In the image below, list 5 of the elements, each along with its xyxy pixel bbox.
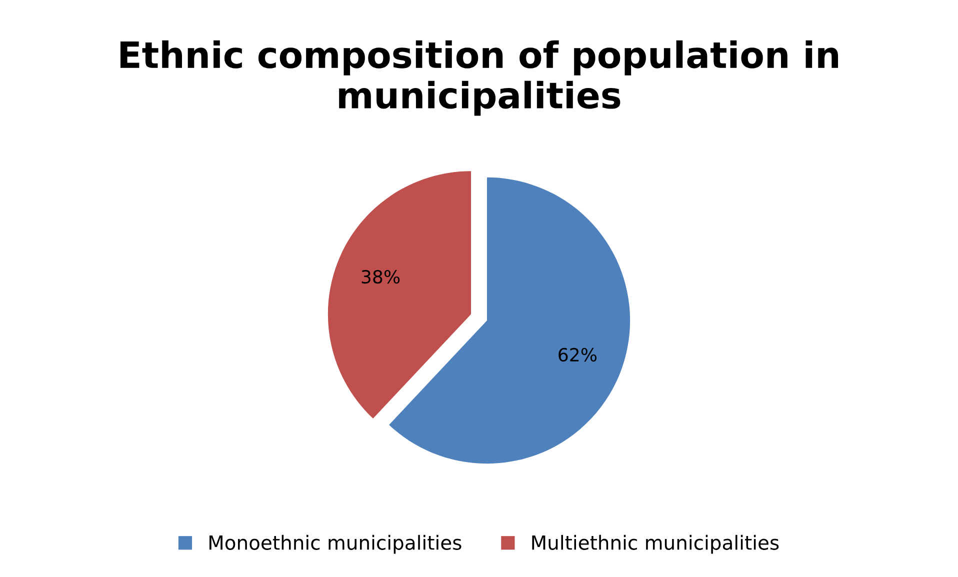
chart-title: Ethnic composition of population in municipalities bbox=[120, 40, 838, 116]
data-label: 62% bbox=[558, 348, 597, 362]
legend-label: Multiethnic municipalities bbox=[532, 534, 779, 554]
legend-label: Monoethnic municipalities bbox=[209, 534, 462, 554]
data-label: 38% bbox=[362, 270, 400, 284]
